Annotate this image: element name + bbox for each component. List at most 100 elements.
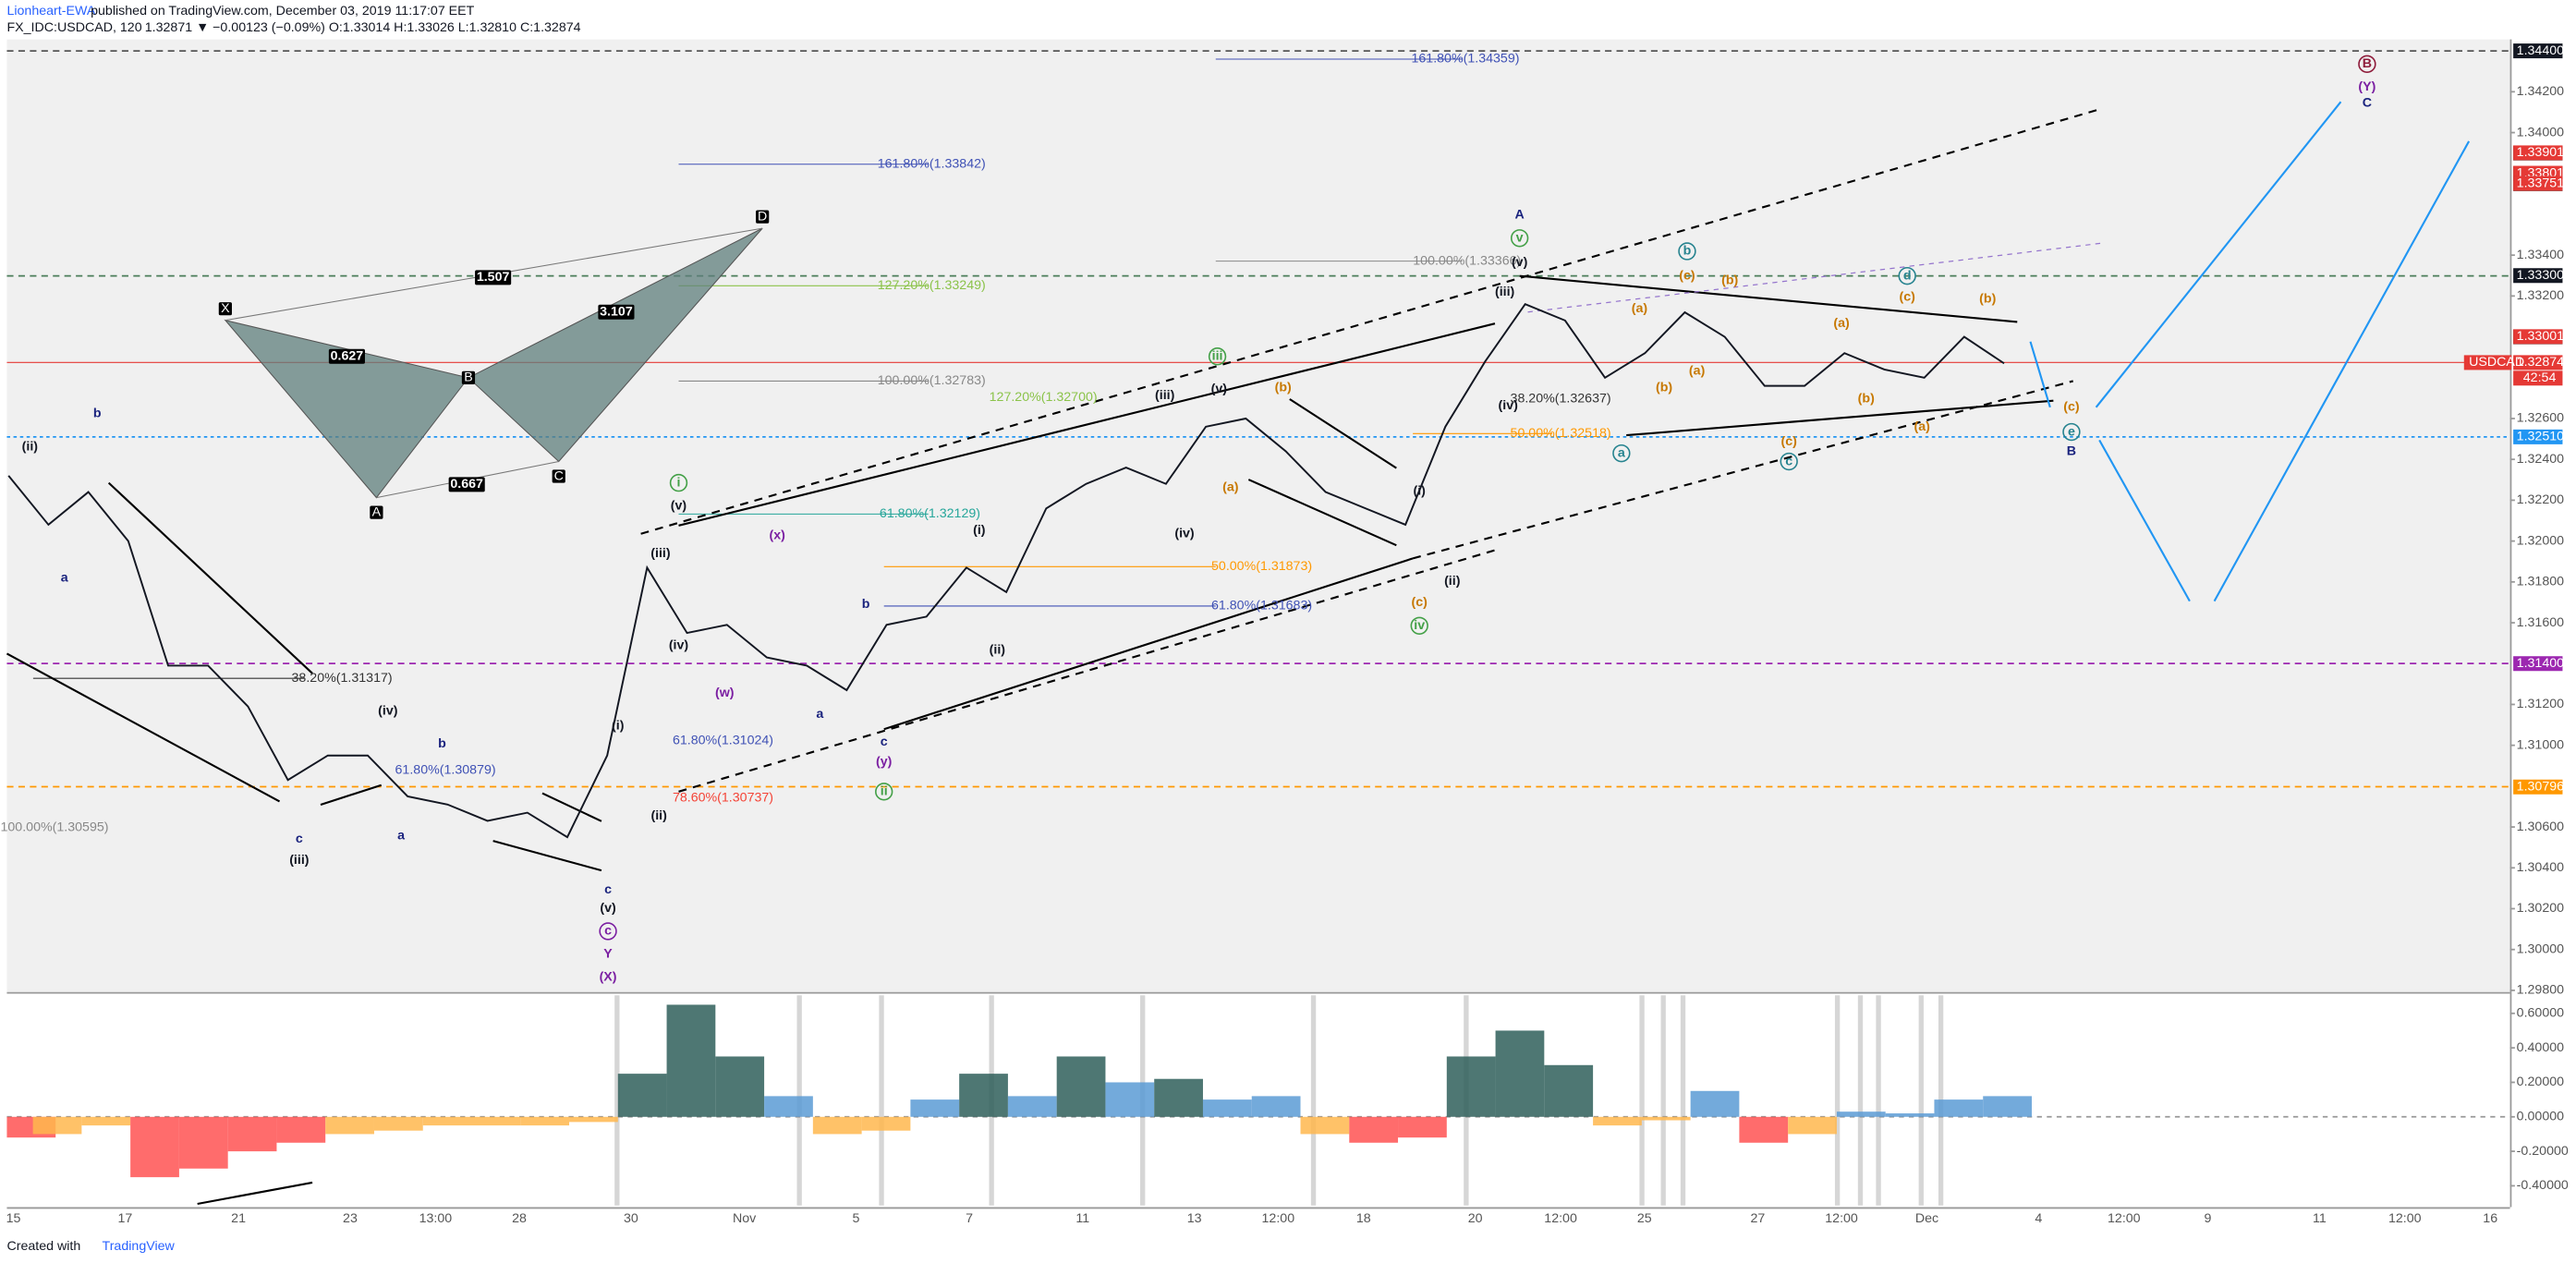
fib-level: 38.20%(1.31317) xyxy=(292,671,393,686)
oscillator-bar xyxy=(373,1116,423,1131)
y-tick-label: 1.30200 xyxy=(2517,901,2564,916)
osc-tick-label: -0.20000 xyxy=(2517,1144,2569,1159)
pattern-ratio: 0.627 xyxy=(331,348,364,363)
price-label: 1.30796 xyxy=(2517,780,2564,795)
oscillator-bar xyxy=(1251,1096,1301,1117)
oscillator-bar xyxy=(812,1116,862,1135)
wave-label: (y) xyxy=(876,755,893,770)
author[interactable]: Lionheart-EWA xyxy=(6,4,95,18)
wave-circle xyxy=(1208,347,1227,366)
wave-label: (iii) xyxy=(650,546,671,561)
oscillator-bar xyxy=(130,1116,179,1178)
countdown: 42:54 xyxy=(2523,370,2557,385)
wave-label: (b) xyxy=(1656,380,1672,395)
x-tick-label: 7 xyxy=(966,1211,973,1226)
wave-label: iii xyxy=(1212,348,1223,363)
oscillator-bar xyxy=(1349,1116,1399,1143)
fib-level: 161.80%(1.34359) xyxy=(1411,52,1519,67)
oscillator-bar xyxy=(861,1116,911,1131)
wave-label: (v) xyxy=(1512,255,1528,270)
wave-label: (v) xyxy=(671,498,687,513)
wave-circle xyxy=(1898,266,1916,285)
wave-label: v xyxy=(1516,231,1524,246)
oscillator-bar xyxy=(1300,1116,1350,1135)
wave-label: ii xyxy=(881,784,888,799)
price-label: 1.33001 xyxy=(2517,329,2564,344)
y-tick-label: 1.30400 xyxy=(2517,860,2564,875)
y-tick-label: 1.33400 xyxy=(2517,248,2564,262)
x-tick-label: 18 xyxy=(1356,1211,1371,1226)
fib-level: 100.00%(1.33366) xyxy=(1413,253,1521,268)
y-tick-label: 1.32400 xyxy=(2517,452,2564,467)
wave-label: (iv) xyxy=(1174,526,1195,540)
x-tick-label: 21 xyxy=(231,1211,246,1226)
symbol: FX_IDC:USDCAD, 120 xyxy=(6,20,141,35)
oscillator-bar xyxy=(1544,1064,1594,1117)
price-label-box xyxy=(2513,329,2563,345)
y-tick-label: 1.34000 xyxy=(2517,125,2564,140)
pattern-point: A xyxy=(372,504,382,519)
wave-label: e xyxy=(2068,424,2075,439)
published: published on TradingView.com, December 0… xyxy=(91,4,475,18)
oscillator-bar xyxy=(1934,1099,1984,1117)
wave-circle xyxy=(1410,616,1428,635)
y-tick-label: 1.31800 xyxy=(2517,575,2564,589)
x-tick-label: 28 xyxy=(512,1211,527,1226)
wave-label: i xyxy=(677,475,681,490)
wave-label: iv xyxy=(1414,618,1425,633)
x-tick-label: 17 xyxy=(118,1211,133,1226)
oscillator-bar xyxy=(1495,1030,1545,1117)
wave-label: (a) xyxy=(1914,419,1930,434)
oscillator-bar xyxy=(910,1099,960,1117)
osc-tick-label: -0.40000 xyxy=(2517,1178,2569,1193)
x-tick-label: 11 xyxy=(1075,1211,1089,1226)
oscillator-bar xyxy=(227,1116,277,1152)
pattern-point: X xyxy=(221,301,230,316)
oscillator-bar xyxy=(1641,1116,1691,1121)
pattern-point-box xyxy=(461,370,476,384)
wave-circle xyxy=(875,783,893,801)
wave-label: (x) xyxy=(769,528,785,542)
fib-level: 127.20%(1.33249) xyxy=(878,278,986,293)
wave-circle xyxy=(669,473,688,492)
oscillator-bar xyxy=(32,1116,82,1135)
price-label-box xyxy=(2513,176,2563,191)
oscillator-bar xyxy=(666,1004,716,1117)
x-tick-label: 13 xyxy=(1187,1211,1202,1226)
pattern-ratio: 0.667 xyxy=(450,477,483,492)
ratio-box xyxy=(448,477,485,492)
wave-circle xyxy=(2358,55,2376,74)
oscillator-bar xyxy=(1593,1116,1642,1126)
wave-label: (i) xyxy=(973,523,986,538)
footer-brand[interactable]: TradingView xyxy=(103,1239,176,1254)
pattern-ratio: 1.507 xyxy=(477,270,510,285)
wave-circle xyxy=(1510,229,1529,248)
price-line xyxy=(7,303,2005,839)
wave-label: a xyxy=(816,707,823,722)
oscillator-bar xyxy=(764,1096,813,1117)
wave-label: C xyxy=(2363,96,2372,111)
oscillator-bar xyxy=(1007,1096,1057,1117)
osc-tick-label: 0.60000 xyxy=(2517,1006,2564,1021)
fib-level: 127.20%(1.32700) xyxy=(990,390,1098,405)
oscillator-bar xyxy=(1788,1116,1837,1135)
symbol-tag: USDCAD xyxy=(2469,355,2524,370)
x-tick-label: 23 xyxy=(343,1211,358,1226)
pattern-point: D xyxy=(758,209,767,224)
fib-level: 100.00%(1.30595) xyxy=(0,820,108,835)
oscillator-bar xyxy=(178,1116,228,1169)
fib-level: 161.80%(1.33842) xyxy=(878,157,986,172)
oscillator-bar xyxy=(1446,1056,1496,1117)
wave-label: (b) xyxy=(1858,392,1875,407)
wave-label: (a) xyxy=(1222,480,1239,495)
wave-label: c xyxy=(604,924,612,939)
wave-label: (ii) xyxy=(22,439,39,454)
symbol-tag-box xyxy=(2463,355,2512,370)
oscillator-bar xyxy=(1154,1078,1203,1117)
wave-label: (w) xyxy=(715,686,735,700)
wave-label: a xyxy=(1618,445,1625,460)
oscillator-bar xyxy=(276,1116,326,1143)
x-tick-label: 30 xyxy=(624,1211,638,1226)
oscillator-bar xyxy=(1885,1113,1935,1117)
oscillator-bar xyxy=(520,1116,570,1126)
